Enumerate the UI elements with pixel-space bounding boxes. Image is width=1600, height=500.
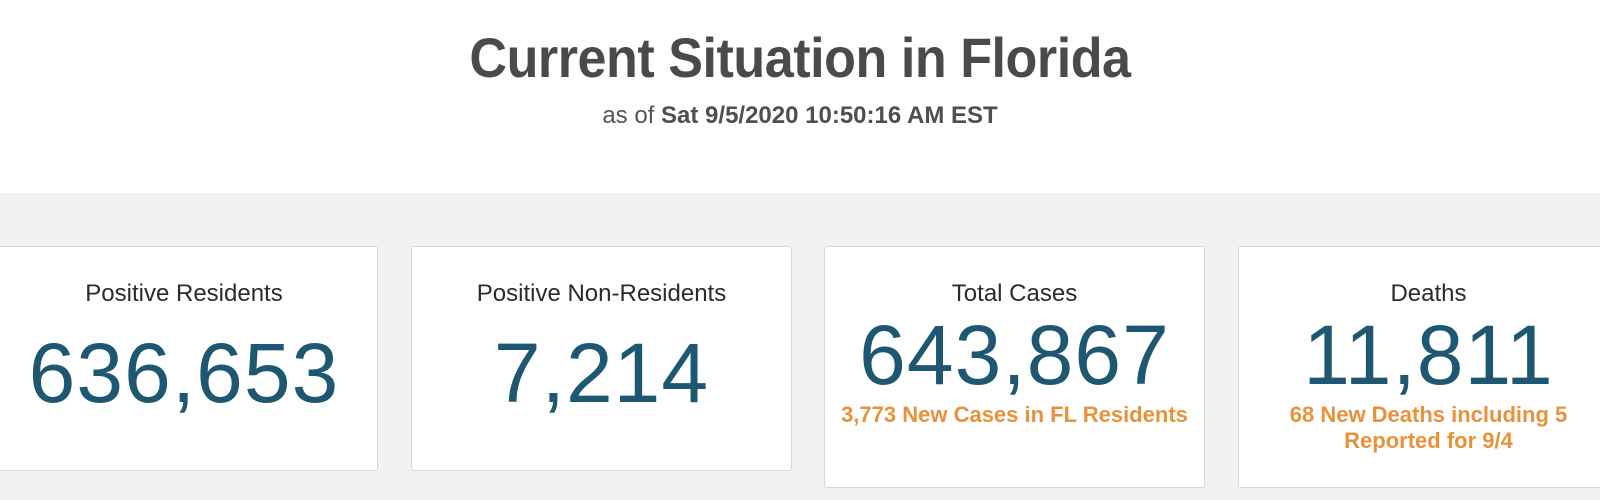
card-value: 636,653: [28, 326, 340, 420]
subtitle-prefix: as of: [602, 102, 662, 129]
card-label: Positive Non-Residents: [476, 280, 727, 307]
card-label: Deaths: [1390, 280, 1467, 307]
card-value: 643,867: [859, 308, 1170, 402]
card-label: Positive Residents: [85, 280, 283, 307]
page-title: Current Situation in Florida: [469, 26, 1131, 89]
card-value: 11,811: [1303, 308, 1554, 402]
page-subtitle: as of Sat 9/5/2020 10:50:16 AM EST: [0, 100, 1600, 132]
card-positive-residents: Positive Residents 636,653: [0, 246, 378, 471]
card-total-cases: Total Cases 643,867 3,773 New Cases in F…: [824, 246, 1205, 488]
update-timestamp: Sat 9/5/2020 10:50:16 AM EST: [661, 102, 998, 129]
card-value: 7,214: [493, 326, 710, 420]
card-deaths: Deaths 11,811 68 New Deaths including 5 …: [1238, 246, 1600, 488]
card-label: Total Cases: [951, 280, 1078, 307]
card-note: 68 New Deaths including 5 Reported for 9…: [1289, 402, 1568, 453]
stats-panel: Positive Residents 636,653 Positive Non-…: [0, 193, 1600, 500]
header: Current Situation in Florida as of Sat 9…: [0, 0, 1600, 193]
card-positive-non-residents: Positive Non-Residents 7,214: [411, 246, 792, 471]
card-note: 3,773 New Cases in FL Residents: [841, 402, 1188, 427]
